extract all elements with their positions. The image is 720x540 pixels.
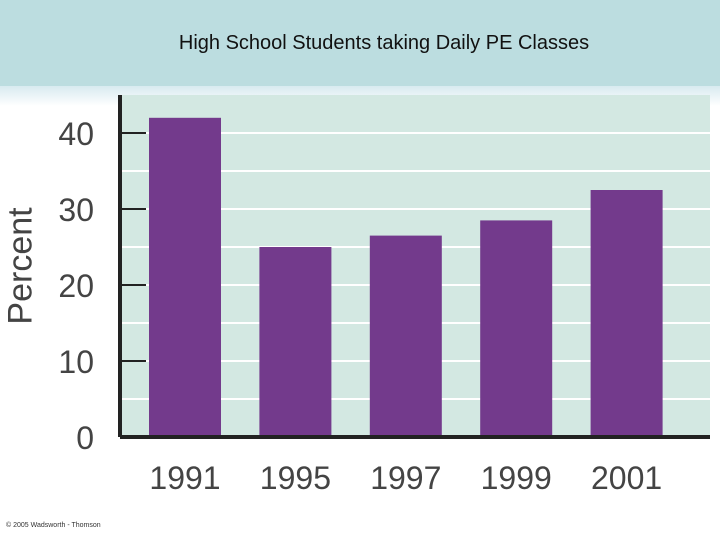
y-tick-label-0: 0 xyxy=(76,420,94,456)
y-tick-label-20: 20 xyxy=(58,268,94,304)
x-tick-label-1991: 1991 xyxy=(149,460,220,496)
header-band xyxy=(0,0,720,86)
x-tick-label-1997: 1997 xyxy=(370,460,441,496)
x-tick-label-2001: 2001 xyxy=(591,460,662,496)
x-tick-label-1999: 1999 xyxy=(481,460,552,496)
bar-1995 xyxy=(259,247,332,437)
bar-1999 xyxy=(480,220,553,437)
y-tick-label-30: 30 xyxy=(58,192,94,228)
copyright-notice: © 2005 Wadsworth - Thomson xyxy=(6,522,101,529)
bar-2001 xyxy=(590,190,663,437)
bars xyxy=(149,117,663,438)
bar-1991 xyxy=(149,117,221,438)
y-tick-label-10: 10 xyxy=(58,344,94,380)
y-tick-label-40: 40 xyxy=(58,116,94,152)
y-ticks: 0 10 20 30 40 xyxy=(58,116,146,456)
bar-1997 xyxy=(369,235,442,437)
chart-title: High School Students taking Daily PE Cla… xyxy=(178,32,590,54)
x-tick-labels: 1991 1995 1997 1999 2001 xyxy=(149,460,662,496)
x-tick-label-1995: 1995 xyxy=(260,460,331,496)
